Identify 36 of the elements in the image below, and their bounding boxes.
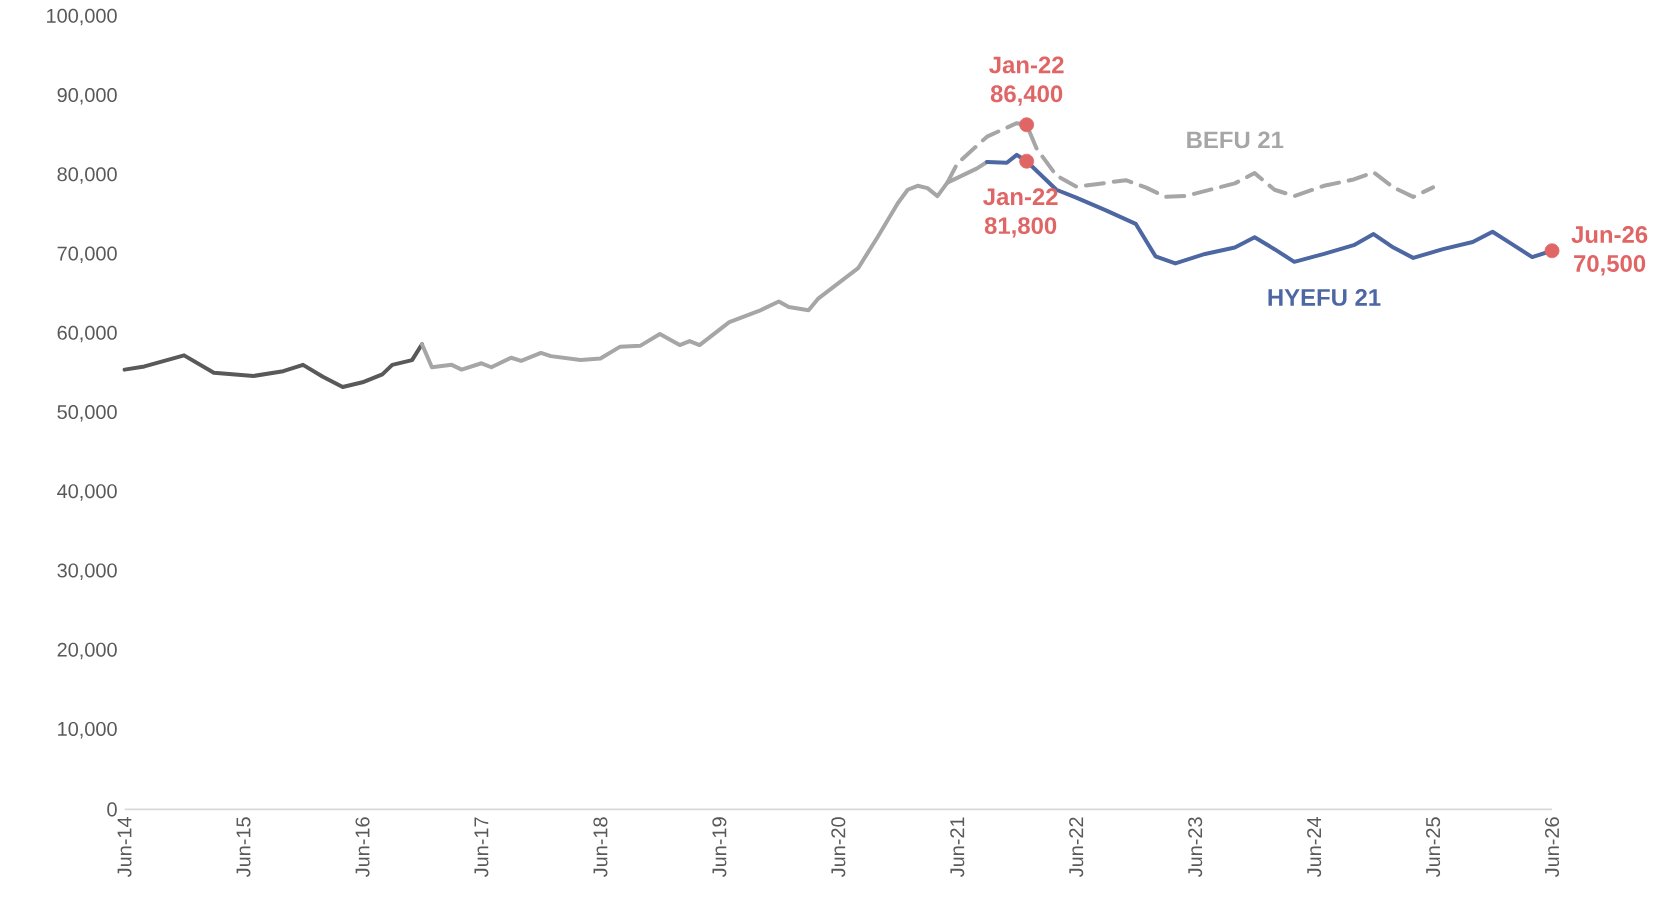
x-tick-label: Jun-23 [1188, 817, 1203, 878]
annotation: 86,400 [990, 85, 1063, 106]
x-tick-label: Jun-19 [712, 817, 727, 878]
y-tick-label: 30,000 [57, 563, 117, 580]
series-label: BEFU 21 [1187, 131, 1284, 149]
x-tick-label: Jun-25 [1426, 817, 1441, 878]
annotation: Jun-26 [1571, 226, 1648, 244]
point [1544, 243, 1560, 259]
y-tick-label: 60,000 [57, 325, 117, 343]
y-tick-label: 10,000 [58, 721, 117, 739]
x-tick-label: Jun-26 [1544, 817, 1560, 878]
line-series [122, 342, 424, 390]
series-label: HYEFU 21 [1268, 288, 1381, 306]
x-tick-label: Jun-18 [593, 817, 608, 878]
x-tick-label: Jun-20 [831, 817, 846, 878]
y-tick-label: 40,000 [57, 484, 117, 501]
y-tick-label: 50,000 [57, 404, 117, 422]
annotation: Jan-22 [989, 56, 1064, 74]
x-tick-label: Jun-22 [1069, 817, 1084, 878]
x-tick-label: Jun-14 [117, 817, 132, 878]
x-tick-label: Jun-24 [1307, 817, 1322, 878]
x-tick-label: Jun-21 [950, 817, 965, 878]
x-tick-label: Jun-17 [474, 817, 489, 878]
annotation: 70,500 [1574, 255, 1646, 276]
point [1019, 153, 1035, 169]
x-tick-label: Jun-15 [236, 817, 251, 878]
y-tick-label: 20,000 [57, 642, 117, 660]
y-tick-label: 90,000 [57, 88, 117, 105]
annotation: Jan-22 [983, 188, 1058, 206]
y-tick-label: 100,000 [47, 8, 117, 26]
y-tick-label: 0 [107, 802, 117, 817]
annotation: 81,800 [984, 217, 1057, 238]
y-tick-label: 70,000 [57, 246, 117, 263]
y-tick-label: 80,000 [57, 167, 117, 184]
x-tick-label: Jun-16 [355, 817, 370, 878]
point [1019, 117, 1035, 133]
